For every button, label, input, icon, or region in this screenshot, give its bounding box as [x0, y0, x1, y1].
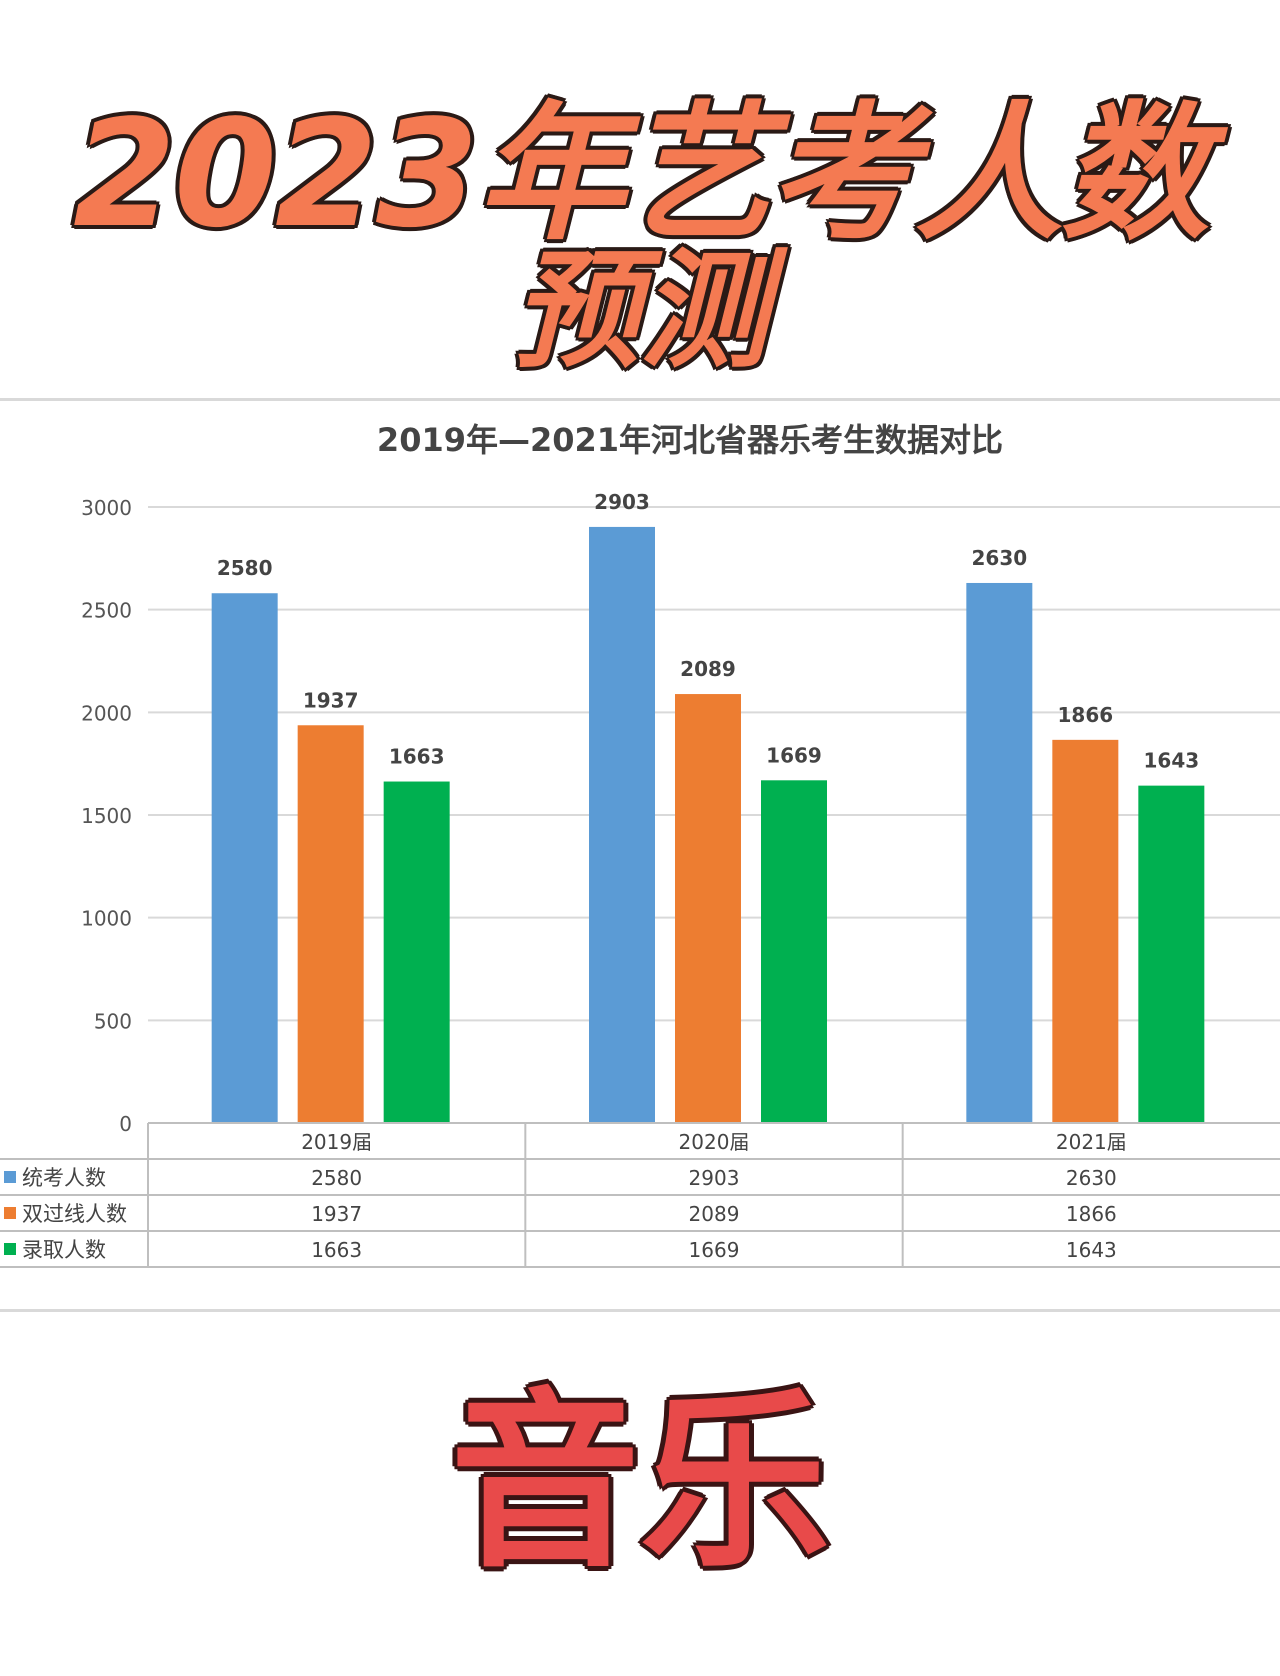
y-tick-label: 3000 — [81, 496, 132, 520]
page-title: 2023年艺考人数 — [73, 88, 1209, 260]
bar — [1052, 739, 1119, 1123]
legend-label: 双过线人数 — [22, 1202, 127, 1226]
table-cell: 2630 — [1066, 1166, 1117, 1190]
table-cell: 2089 — [689, 1202, 740, 1226]
legend-swatch — [4, 1207, 16, 1219]
y-tick-label: 0 — [119, 1112, 132, 1136]
y-tick-label: 500 — [94, 1009, 132, 1033]
legend-swatch — [4, 1243, 16, 1255]
bar — [211, 593, 278, 1123]
bar-chart: 2019年—2021年河北省器乐考生数据对比 0 500 1000 1500 2000 2… — [0, 421, 1280, 1268]
data-label: 2903 — [594, 490, 650, 514]
y-tick-label: 1500 — [81, 804, 132, 828]
y-tick-label: 1000 — [81, 907, 132, 931]
data-label: 2089 — [680, 657, 736, 681]
bar — [966, 582, 1033, 1123]
data-label: 1866 — [1057, 703, 1113, 727]
table-cell: 1866 — [1066, 1202, 1117, 1226]
chart-title: 2019年—2021年河北省器乐考生数据对比 — [377, 421, 1003, 459]
x-tick-label: 2019届 — [301, 1130, 372, 1154]
table-cell: 1937 — [311, 1202, 362, 1226]
legend-swatch — [4, 1171, 16, 1183]
page-subtitle: 预测 — [511, 237, 768, 386]
y-tick-label: 2500 — [81, 599, 132, 623]
table-cell: 1663 — [311, 1238, 362, 1262]
bar — [761, 780, 827, 1123]
data-label: 2580 — [217, 556, 273, 580]
table-cell: 2580 — [311, 1166, 362, 1190]
table-cell: 1669 — [689, 1238, 740, 1262]
x-tick-label: 2021届 — [1056, 1130, 1127, 1154]
data-label: 2630 — [971, 546, 1027, 570]
legend-label: 统考人数 — [22, 1166, 106, 1190]
table-cell: 2903 — [689, 1166, 740, 1190]
data-label: 1937 — [303, 688, 359, 712]
bar — [297, 725, 364, 1123]
table-cell: 1643 — [1066, 1238, 1117, 1262]
data-label: 1669 — [766, 743, 822, 767]
x-tick-label: 2020届 — [679, 1130, 750, 1154]
bar — [1138, 785, 1205, 1123]
y-tick-label: 2000 — [81, 701, 132, 725]
bar — [675, 694, 741, 1123]
footer-title: 音乐 — [449, 1372, 830, 1593]
data-label: 1663 — [389, 745, 445, 769]
bar — [589, 526, 655, 1123]
bar — [383, 781, 450, 1123]
data-label: 1643 — [1143, 749, 1199, 773]
chart-container: 2019年—2021年河北省器乐考生数据对比 0 500 1000 1500 2000 2… — [0, 398, 1280, 1312]
legend-label: 录取人数 — [22, 1238, 106, 1262]
